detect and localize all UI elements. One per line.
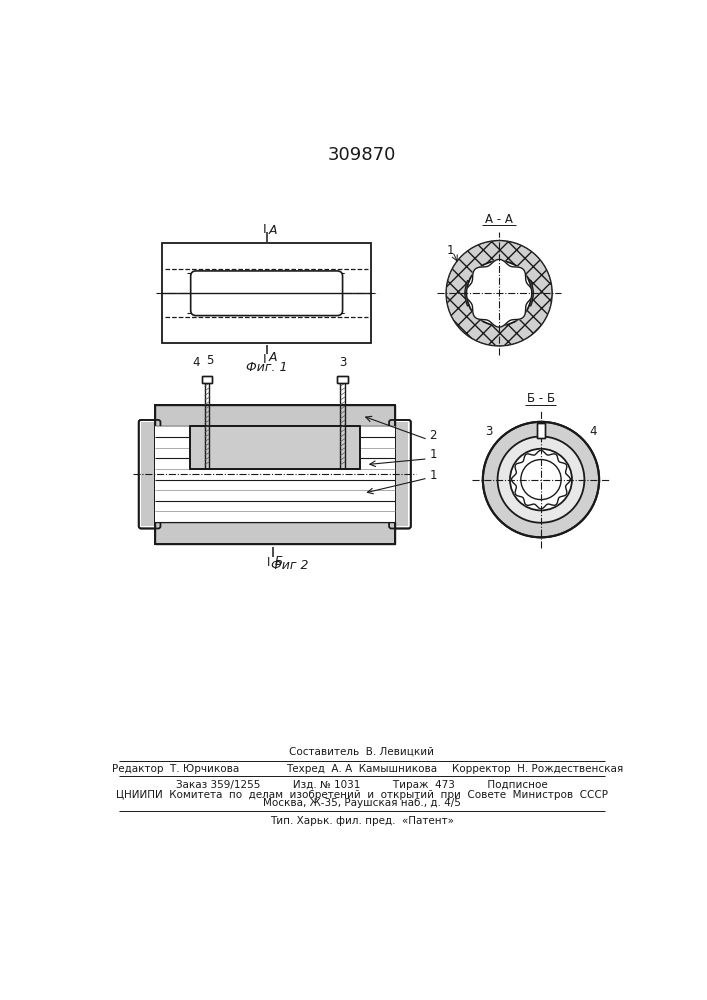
Bar bbox=[155, 405, 395, 426]
Text: Тип. Харьк. фил. пред.  «Патент»: Тип. Харьк. фил. пред. «Патент» bbox=[270, 816, 454, 826]
Text: 3: 3 bbox=[339, 356, 346, 369]
Bar bbox=[155, 426, 395, 522]
Bar bbox=[190, 426, 360, 469]
FancyBboxPatch shape bbox=[389, 420, 411, 528]
Text: 309870: 309870 bbox=[328, 146, 396, 164]
Text: ЦНИИПИ  Комитета  по  делам  изобретений  и  открытий  при  Совете  Министров  С: ЦНИИПИ Комитета по делам изобретений и о… bbox=[116, 790, 608, 800]
Text: 2: 2 bbox=[429, 429, 437, 442]
Bar bbox=[337, 376, 348, 383]
Text: 1: 1 bbox=[429, 469, 437, 482]
Circle shape bbox=[498, 436, 585, 523]
Wedge shape bbox=[446, 241, 552, 346]
Text: 3: 3 bbox=[486, 425, 493, 438]
Circle shape bbox=[446, 241, 552, 346]
Text: I: I bbox=[267, 556, 270, 569]
Text: Фиг 2: Фиг 2 bbox=[271, 559, 309, 572]
Text: Составитель  В. Левицкий: Составитель В. Левицкий bbox=[289, 746, 434, 756]
Bar bbox=[537, 423, 545, 438]
Bar bbox=[162, 243, 371, 343]
Bar bbox=[201, 376, 212, 383]
Bar bbox=[155, 522, 395, 544]
Text: I: I bbox=[262, 223, 266, 236]
Bar bbox=[155, 405, 395, 426]
Text: Москва, Ж-35, Раушская наб., д. 4/5: Москва, Ж-35, Раушская наб., д. 4/5 bbox=[263, 798, 461, 808]
Bar bbox=[155, 405, 395, 544]
Text: 1: 1 bbox=[447, 244, 454, 257]
Bar bbox=[392, 422, 409, 526]
Circle shape bbox=[510, 449, 572, 510]
Wedge shape bbox=[465, 281, 469, 306]
Circle shape bbox=[467, 261, 532, 326]
Text: А: А bbox=[269, 351, 277, 364]
Bar bbox=[337, 376, 348, 383]
Bar bbox=[155, 405, 395, 544]
Bar bbox=[141, 422, 158, 526]
Text: I: I bbox=[262, 353, 266, 366]
Bar bbox=[537, 423, 545, 438]
Polygon shape bbox=[465, 259, 533, 327]
Wedge shape bbox=[530, 281, 533, 306]
Polygon shape bbox=[512, 450, 571, 509]
Text: Фиг. 1: Фиг. 1 bbox=[246, 361, 287, 374]
Text: 4: 4 bbox=[589, 425, 597, 438]
Bar bbox=[537, 423, 545, 438]
Text: Техред  А. А  Камышникова: Техред А. А Камышникова bbox=[286, 764, 438, 774]
Text: 5: 5 bbox=[206, 354, 214, 367]
Text: 1: 1 bbox=[429, 448, 437, 461]
Circle shape bbox=[483, 422, 599, 537]
Text: Заказ 359/1255          Изд. № 1031          Тираж  473          Подписное: Заказ 359/1255 Изд. № 1031 Тираж 473 Под… bbox=[176, 780, 548, 790]
Bar bbox=[337, 376, 348, 383]
FancyBboxPatch shape bbox=[191, 271, 343, 316]
Bar bbox=[155, 522, 395, 544]
Text: 4: 4 bbox=[192, 356, 200, 369]
FancyBboxPatch shape bbox=[139, 420, 160, 528]
Text: Редактор  Т. Юрчикова: Редактор Т. Юрчикова bbox=[112, 764, 239, 774]
Bar bbox=[190, 426, 360, 469]
Bar bbox=[201, 376, 212, 383]
Text: А - А: А - А bbox=[485, 213, 513, 226]
Text: Б - Б: Б - Б bbox=[527, 392, 555, 405]
Text: Корректор  Н. Рождественская: Корректор Н. Рождественская bbox=[452, 764, 624, 774]
Text: Б: Б bbox=[274, 555, 282, 568]
Text: А: А bbox=[269, 224, 277, 237]
Circle shape bbox=[521, 460, 561, 500]
Bar bbox=[201, 376, 212, 383]
